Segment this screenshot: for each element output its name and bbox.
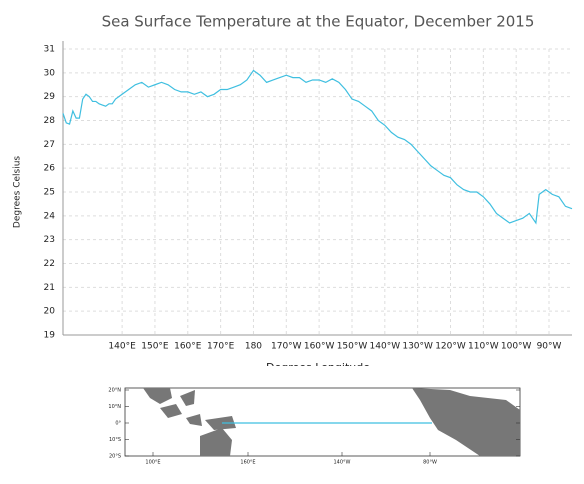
x-tick-label: 170°W bbox=[271, 342, 302, 352]
x-tick-label: 120°W bbox=[435, 342, 466, 352]
x-tick-label: 140°E bbox=[108, 342, 136, 352]
y-tick-label: 23 bbox=[44, 235, 55, 245]
x-tick-label: 140°W bbox=[370, 342, 401, 352]
lat-label: 10°S bbox=[109, 437, 121, 443]
lon-label: 160°E bbox=[240, 460, 255, 466]
lon-label: 100°E bbox=[145, 460, 160, 466]
x-tick-label: 90°W bbox=[537, 342, 562, 352]
y-tick-label: 22 bbox=[44, 259, 55, 269]
lat-label: 20°N bbox=[108, 388, 121, 394]
x-tick-label: 150°W bbox=[337, 342, 368, 352]
y-tick-label: 25 bbox=[44, 188, 55, 198]
y-tick-label: 20 bbox=[44, 307, 56, 317]
y-tick-label: 29 bbox=[44, 92, 56, 102]
y-tick-label: 19 bbox=[44, 331, 56, 341]
y-tick-label: 31 bbox=[44, 45, 55, 55]
lat-label: 0° bbox=[115, 421, 121, 427]
x-tick-label: 180 bbox=[245, 342, 262, 352]
lon-label: 80°W bbox=[423, 460, 437, 466]
y-tick-label: 24 bbox=[44, 211, 56, 221]
y-tick-label: 21 bbox=[44, 283, 55, 293]
chart-title: Sea Surface Temperature at the Equator, … bbox=[102, 13, 535, 31]
x-tick-label: 160°W bbox=[304, 342, 335, 352]
land bbox=[143, 388, 520, 456]
label-cover bbox=[100, 366, 540, 386]
x-tick-label: 100°W bbox=[501, 342, 532, 352]
y-axis-label: Degrees Celsius bbox=[13, 156, 23, 229]
y-tick-label: 28 bbox=[44, 116, 56, 126]
x-tick-label: 160°E bbox=[174, 342, 202, 352]
x-tick-label: 130°W bbox=[402, 342, 433, 352]
y-tick-label: 26 bbox=[44, 164, 56, 174]
x-tick-label: 110°W bbox=[468, 342, 499, 352]
y-tick-label: 27 bbox=[44, 140, 55, 150]
lon-label: 140°W bbox=[334, 460, 351, 466]
x-tick-label: 170°E bbox=[207, 342, 235, 352]
inset-map: 20°N 10°N 0° 10°S 20°S 100°E 160°E 140°W 80°W bbox=[108, 388, 521, 466]
lat-label: 10°N bbox=[108, 404, 121, 410]
line bbox=[62, 69, 573, 225]
lat-label: 20°S bbox=[109, 454, 121, 460]
y-tick-label: 30 bbox=[44, 68, 56, 78]
x-tick-label: 150°E bbox=[141, 342, 169, 352]
